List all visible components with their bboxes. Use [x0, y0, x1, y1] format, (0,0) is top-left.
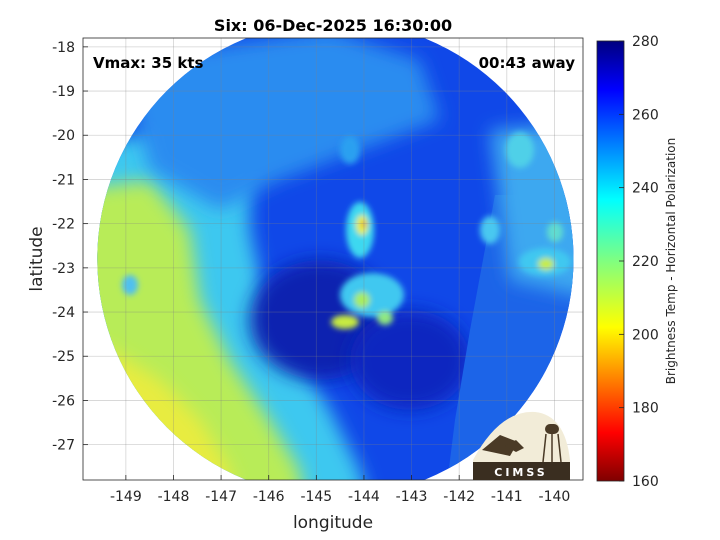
- y-tick-label: -21: [52, 172, 75, 188]
- colorbar-tick-label: 220: [632, 254, 659, 270]
- colorbar-tick-label: 280: [632, 34, 659, 50]
- plot-frame: [82, 37, 584, 481]
- x-tick-label: -149: [110, 489, 142, 505]
- x-tick-label: -143: [396, 489, 428, 505]
- vmax-annotation: Vmax: 35 kts: [93, 54, 203, 72]
- x-axis-label: longitude: [293, 513, 373, 533]
- y-axis-label: latitude: [27, 226, 47, 291]
- x-tick-label: -147: [205, 489, 237, 505]
- chart-title: Six: 06-Dec-2025 16:30:00: [214, 16, 452, 35]
- x-tick-label: -145: [300, 489, 332, 505]
- x-tick-label: -146: [253, 489, 285, 505]
- x-axis-ticks: -149 -148 -147 -146 -145 -144 -143 -142 -141 -140: [110, 475, 570, 505]
- x-tick-label: -144: [348, 489, 380, 505]
- colorbar-tick-label: 240: [632, 181, 659, 197]
- logo-banner: [473, 462, 570, 480]
- logo-text: CIMSS: [494, 466, 547, 479]
- y-tick-label: -18: [52, 40, 75, 56]
- northern-light-blue: [120, 38, 440, 210]
- time-away-annotation: 00:43 away: [479, 54, 576, 72]
- convective-features: [122, 132, 571, 329]
- y-tick-label: -20: [52, 128, 75, 144]
- x-tick-label: -142: [443, 489, 475, 505]
- x-tick-label: -140: [539, 489, 571, 505]
- y-tick-label: -19: [52, 84, 75, 100]
- colorbar: 160 180 200 220 240 260 280 Brightness Temp - …: [596, 34, 678, 490]
- y-tick-label: -26: [52, 393, 75, 409]
- x-tick-label: -148: [158, 489, 190, 505]
- colorbar-label: Brightness Temp - Horizontal Polarizatio…: [664, 138, 678, 385]
- colorbar-ticks: 160 180 200 220 240 260 280: [619, 34, 659, 490]
- colorbar-tick-label: 180: [632, 401, 659, 417]
- colorbar-tick-label: 160: [632, 474, 659, 490]
- colorbar-tick-label: 200: [632, 327, 659, 343]
- y-tick-label: -23: [52, 261, 75, 277]
- logo-water-tower-icon: [545, 424, 559, 434]
- y-tick-label: -27: [52, 438, 75, 454]
- microwave-swath: [97, 38, 574, 480]
- y-tick-label: -25: [52, 349, 75, 365]
- logo-dish-icon-2: [505, 440, 524, 452]
- logo-dish-icon: [482, 435, 518, 456]
- x-tick-label: -141: [491, 489, 523, 505]
- y-axis-ticks: -18 -19 -20 -21 -22 -23 -24 -25 -26 -27: [52, 40, 88, 454]
- colorbar-tick-label: 260: [632, 107, 659, 123]
- plot-area: -149 -148 -147 -146 -145 -144 -143 -142 -141 -140…: [27, 16, 584, 533]
- y-tick-label: -24: [52, 305, 75, 321]
- y-tick-label: -22: [52, 217, 75, 233]
- cimss-logo: CIMSS: [473, 411, 570, 480]
